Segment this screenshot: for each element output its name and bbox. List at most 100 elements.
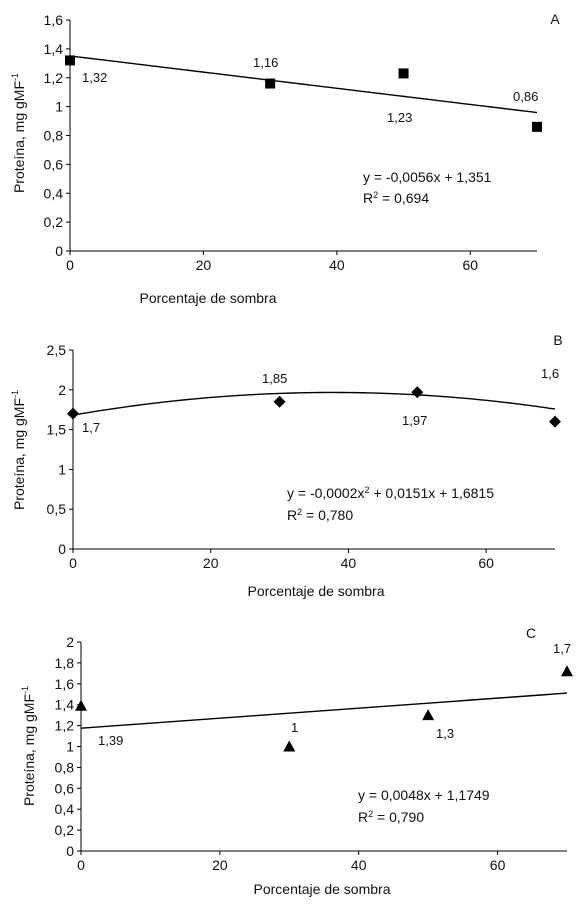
chart-panel-c: C Proteína, mg gMF-1 0 20 40 60 00,20,40,60… (20, 625, 573, 897)
y-tick-label-c-10: 2 (66, 634, 74, 650)
data-label-b-2: 1,97 (402, 413, 427, 428)
x-tick-labels-b: 0 20 40 60 (69, 555, 494, 571)
y-tick-label-c-4: 0,8 (55, 759, 75, 775)
trendline-a (69, 55, 538, 114)
x-tick-label-a-1: 20 (196, 257, 212, 273)
data-point-c-3 (561, 665, 573, 677)
chart-panel-b: B Proteína, mg gMF-1 0 20 40 60 0 0,5 1 1,5 2 2,… (10, 332, 563, 599)
svg-text:Proteína, mg gMF-1: Proteína, mg gMF-1 (10, 390, 27, 510)
data-label-c-1: 1 (291, 720, 298, 735)
y-tick-label-a-0: 0 (55, 243, 63, 259)
y-axis-label-a: Proteína, mg gMF (11, 81, 27, 193)
svg-text:Proteína, mg gMF-1: Proteína, mg gMF-1 (20, 686, 37, 806)
data-points-c (75, 665, 573, 752)
y-tick-labels-b: 0 0,5 1 1,5 2 2,5 (47, 342, 67, 557)
y-axis-title-a: Proteína, mg gMF-1 (10, 73, 27, 193)
y-tick-label-c-1: 0,2 (55, 822, 75, 838)
x-tick-label-c-2: 40 (351, 857, 367, 873)
data-point-a-3 (532, 121, 542, 132)
x-tick-label-b-2: 40 (341, 555, 357, 571)
y-tick-labels-c: 0 0,2 0,4 0,6 0,8 1 1,2 1,4 1,6 1,8 2 (55, 634, 75, 859)
data-point-c-2 (422, 709, 435, 721)
y-axis-label-b: Proteína, mg gMF (11, 398, 27, 510)
equation-c: y = 0,0048x + 1,1749 (358, 787, 490, 803)
x-tick-label-a-2: 40 (329, 257, 345, 273)
data-point-a-0 (65, 55, 75, 66)
y-axis-label-sup-a: -1 (10, 73, 20, 81)
y-tick-label-a-3: 0,6 (44, 156, 64, 172)
y-tick-label-c-7: 1,4 (55, 697, 75, 713)
y-tick-label-c-2: 0,4 (55, 801, 75, 817)
x-tick-label-a-0: 0 (66, 257, 74, 273)
y-tick-label-b-5: 2,5 (47, 342, 67, 358)
x-tick-label-a-3: 60 (462, 257, 478, 273)
data-point-a-2 (398, 68, 409, 79)
data-point-b-1 (273, 395, 286, 408)
y-axis-title-c: Proteína, mg gMF-1 (20, 686, 37, 806)
data-label-b-0: 1,7 (82, 420, 100, 435)
x-tick-label-c-1: 20 (212, 857, 228, 873)
y-tick-label-c-3: 0,6 (55, 780, 75, 796)
y-tick-label-b-4: 2 (58, 382, 66, 398)
y-tick-label-c-0: 0 (66, 843, 74, 859)
data-point-c-1 (283, 740, 296, 752)
axis-ticks-a (66, 19, 471, 255)
data-point-a-1 (265, 78, 276, 89)
y-axis-title-b: Proteína, mg gMF-1 (10, 390, 27, 510)
x-tick-label-c-0: 0 (77, 857, 85, 873)
y-axis-label-c: Proteína, mg gMF (21, 694, 37, 806)
y-tick-label-b-2: 1 (58, 461, 66, 477)
r-squared-a: R2 = 0,694 (363, 190, 429, 206)
panel-label-c: C (526, 625, 536, 641)
y-tick-label-c-8: 1,6 (55, 676, 75, 692)
data-points-a (65, 55, 542, 132)
data-point-b-3 (549, 415, 561, 428)
x-tick-label-c-3: 60 (490, 857, 506, 873)
y-tick-label-c-6: 1,2 (55, 718, 75, 734)
x-tick-label-b-1: 20 (203, 555, 219, 571)
r-squared-c: R2 = 0,790 (358, 809, 424, 825)
svg-text:Proteína, mg gMF-1: Proteína, mg gMF-1 (10, 73, 27, 193)
data-label-c-2: 1,3 (436, 726, 454, 741)
y-tick-label-c-9: 1,8 (55, 655, 75, 671)
x-tick-labels-c: 0 20 40 60 (77, 857, 505, 873)
y-tick-label-a-4: 0,8 (44, 128, 64, 144)
y-tick-label-b-3: 1,5 (47, 422, 67, 438)
data-point-b-2 (411, 386, 424, 399)
y-tick-label-a-7: 1,4 (44, 41, 64, 57)
y-axis-label-sup-c: -1 (20, 686, 30, 694)
x-tick-label-b-3: 60 (478, 555, 494, 571)
data-label-a-3: 0,86 (513, 89, 538, 104)
equation-a: y = -0,0056x + 1,351 (363, 169, 492, 185)
x-tick-labels-a: 0 20 40 60 (66, 257, 478, 273)
panel-label-b: B (553, 332, 562, 348)
data-label-b-1: 1,85 (262, 371, 287, 386)
trendline-b (72, 391, 556, 416)
x-axis-label-b: Porcentaje de sombra (248, 583, 385, 599)
y-tick-label-a-6: 1,2 (44, 70, 64, 86)
data-point-c-0 (75, 699, 87, 711)
data-points-b (67, 386, 561, 428)
y-tick-label-a-2: 0,4 (44, 185, 64, 201)
y-tick-labels-a: 0 0,2 0,4 0,6 0,8 1 1,2 1,4 1,6 (44, 12, 64, 259)
x-tick-label-b-0: 0 (69, 555, 77, 571)
r-squared-b: R2 = 0,780 (287, 507, 353, 523)
x-axis-label-a: Porcentaje de sombra (140, 290, 277, 306)
axis-ticks-b (69, 349, 487, 553)
equation-b: y = -0,0002x2 + 0,0151x + 1,6815 (287, 485, 494, 501)
y-tick-label-a-8: 1,6 (44, 12, 64, 28)
panel-label-a: A (550, 11, 560, 27)
trendline-c (80, 692, 568, 729)
data-label-c-3: 1,7 (553, 641, 571, 656)
y-tick-label-a-5: 1 (55, 99, 63, 115)
data-label-a-0: 1,32 (82, 70, 107, 85)
data-label-a-1: 1,16 (253, 55, 278, 70)
chart-panel-a: A Proteína, mg gMF-1 0 20 40 60 00,20,40,60… (10, 11, 560, 306)
y-tick-label-b-1: 0,5 (47, 501, 67, 517)
data-label-a-2: 1,23 (387, 110, 412, 125)
data-point-b-0 (67, 407, 79, 420)
y-tick-label-c-5: 1 (66, 739, 74, 755)
y-tick-label-a-1: 0,2 (44, 214, 64, 230)
data-label-c-0: 1,39 (98, 733, 123, 748)
